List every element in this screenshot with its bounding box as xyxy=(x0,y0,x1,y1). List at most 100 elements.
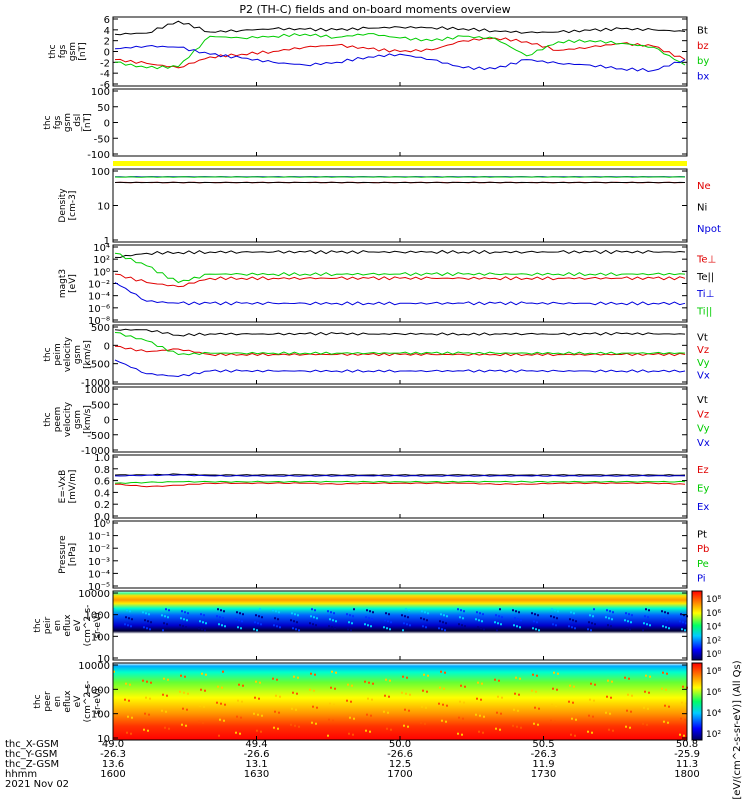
colorbar-tick-label: 10⁶ xyxy=(706,688,721,698)
spectrogram-pixel xyxy=(460,684,462,687)
spectrogram-pixel xyxy=(219,616,221,619)
spectrogram-pixel xyxy=(682,621,684,624)
y-axis-label: [cm-3] xyxy=(68,191,78,221)
y-tick-label: 0.0 xyxy=(94,512,110,523)
spectrogram-pixel xyxy=(389,628,391,631)
spectrogram-pixel xyxy=(427,612,429,615)
legend-entry: Vt xyxy=(697,332,708,343)
spectrogram-pixel xyxy=(198,720,200,723)
spectrogram-pixel xyxy=(181,723,183,726)
legend-entry: Bt xyxy=(697,26,708,37)
y-axis-label: [km/s] xyxy=(83,405,93,434)
spectrogram-pixel xyxy=(479,612,481,615)
spectrogram-pixel xyxy=(441,628,443,631)
spectrogram-pixel xyxy=(113,608,115,611)
spectrogram-pixel xyxy=(257,622,259,625)
colorbar xyxy=(691,590,703,661)
spectrogram-pixel xyxy=(518,611,520,614)
spectrogram-pixel xyxy=(501,696,503,699)
legend-entry: Vy xyxy=(697,424,710,435)
spectrogram-pixel xyxy=(332,719,334,722)
colorbar-tick-label: 10⁰ xyxy=(706,650,721,660)
y-tick-label: 1 xyxy=(104,236,110,247)
y-axis-label: Density xyxy=(58,188,68,223)
spectrogram-pixel xyxy=(537,614,539,617)
spectrogram-pixel xyxy=(532,673,534,676)
spectrogram-pixel xyxy=(610,696,612,699)
spectrogram-pixel xyxy=(575,620,577,623)
y-axis-label: (cm^2-s- xyxy=(83,605,93,647)
spectrogram-pixel xyxy=(520,726,522,729)
spectrogram-pixel xyxy=(681,628,683,631)
spectrogram-pixel xyxy=(298,629,300,632)
legend-entry: Te⊥ xyxy=(696,255,716,266)
spectrogram-pixel xyxy=(385,612,387,615)
spectrogram-pixel xyxy=(259,608,261,611)
spectrogram-pixel xyxy=(573,612,575,615)
spectrogram-pixel xyxy=(220,702,222,705)
spectrogram-pixel xyxy=(125,682,127,685)
spectrogram-pixel xyxy=(253,712,255,715)
spectrogram-pixel xyxy=(480,627,482,630)
y-axis-label: magt3 xyxy=(58,269,68,298)
spectrogram-pixel xyxy=(278,711,280,714)
spectrogram-pixel xyxy=(203,614,205,617)
spectrogram-pixel xyxy=(409,624,411,627)
spectrogram-pixel xyxy=(185,626,187,629)
spectrogram-pixel xyxy=(593,608,595,611)
spectrogram-pixel xyxy=(442,621,444,624)
spectrogram-pixel xyxy=(327,734,329,737)
colorbar-tick-label: 10⁶ xyxy=(706,609,721,619)
spectrogram-pixel xyxy=(666,672,668,675)
y-tick-label: 6 xyxy=(104,15,110,26)
spectrogram-pixel xyxy=(162,629,164,632)
spectrogram-pixel xyxy=(457,608,459,611)
spectrogram-pixel xyxy=(217,608,219,611)
spectrogram-pixel xyxy=(501,616,503,619)
spectrogram-pixel xyxy=(239,732,241,735)
y-tick-label: 0 xyxy=(104,416,110,427)
spectrogram-pixel xyxy=(444,629,446,632)
y-tick-label: 10 xyxy=(97,202,110,213)
spectrogram-pixel xyxy=(680,613,682,616)
spectrogram-pixel xyxy=(499,728,501,731)
spectrogram-pixel xyxy=(184,611,186,614)
spectrogram-pixel xyxy=(350,700,352,703)
legend-entry: bz xyxy=(697,41,709,52)
spectrogram-pixel xyxy=(446,704,448,707)
spectrogram-pixel xyxy=(235,731,237,734)
spectrogram-pixel xyxy=(402,629,404,632)
x-tick-label: -25.9 xyxy=(674,749,700,760)
spectrogram-pixel xyxy=(254,621,256,624)
spectrogram-pixel xyxy=(278,611,280,614)
spectrogram-pixel xyxy=(236,715,238,718)
spectrogram-pixel xyxy=(335,620,337,623)
spectrogram-pixel xyxy=(685,702,687,705)
spectrogram-pixel xyxy=(127,624,129,627)
spectrogram-pixel xyxy=(631,614,633,617)
spectrogram-pixel xyxy=(279,695,281,698)
legend-entry: Vz xyxy=(697,409,709,420)
spectrogram-pixel xyxy=(365,729,367,732)
spectrogram-pixel xyxy=(536,674,538,677)
spectrogram-pixel xyxy=(253,628,255,631)
spectrogram-pixel xyxy=(347,628,349,631)
spectrogram-pixel xyxy=(647,707,649,710)
y-tick-label: 10000 xyxy=(78,589,110,600)
spectrogram-pixel xyxy=(124,698,126,701)
colorbar-tick-label: 10⁸ xyxy=(706,595,721,605)
spectrogram-pixel xyxy=(163,677,165,680)
spectrogram-pixel xyxy=(555,704,557,707)
spectrogram-pixel xyxy=(241,620,243,623)
series-line-vt xyxy=(114,249,686,259)
spectrogram-pixel xyxy=(515,676,517,679)
spectrogram-pixel xyxy=(146,680,148,683)
spectrogram-pixel xyxy=(404,708,406,711)
spectrogram-pixel xyxy=(366,609,368,612)
spectrogram-pixel xyxy=(368,617,370,620)
spectrogram-pixel xyxy=(364,623,366,626)
y-axis-label: eV xyxy=(73,695,83,708)
spectrogram-pixel xyxy=(515,610,517,613)
legend-entry: bx xyxy=(697,71,709,82)
spectrogram-pixel xyxy=(126,609,128,612)
